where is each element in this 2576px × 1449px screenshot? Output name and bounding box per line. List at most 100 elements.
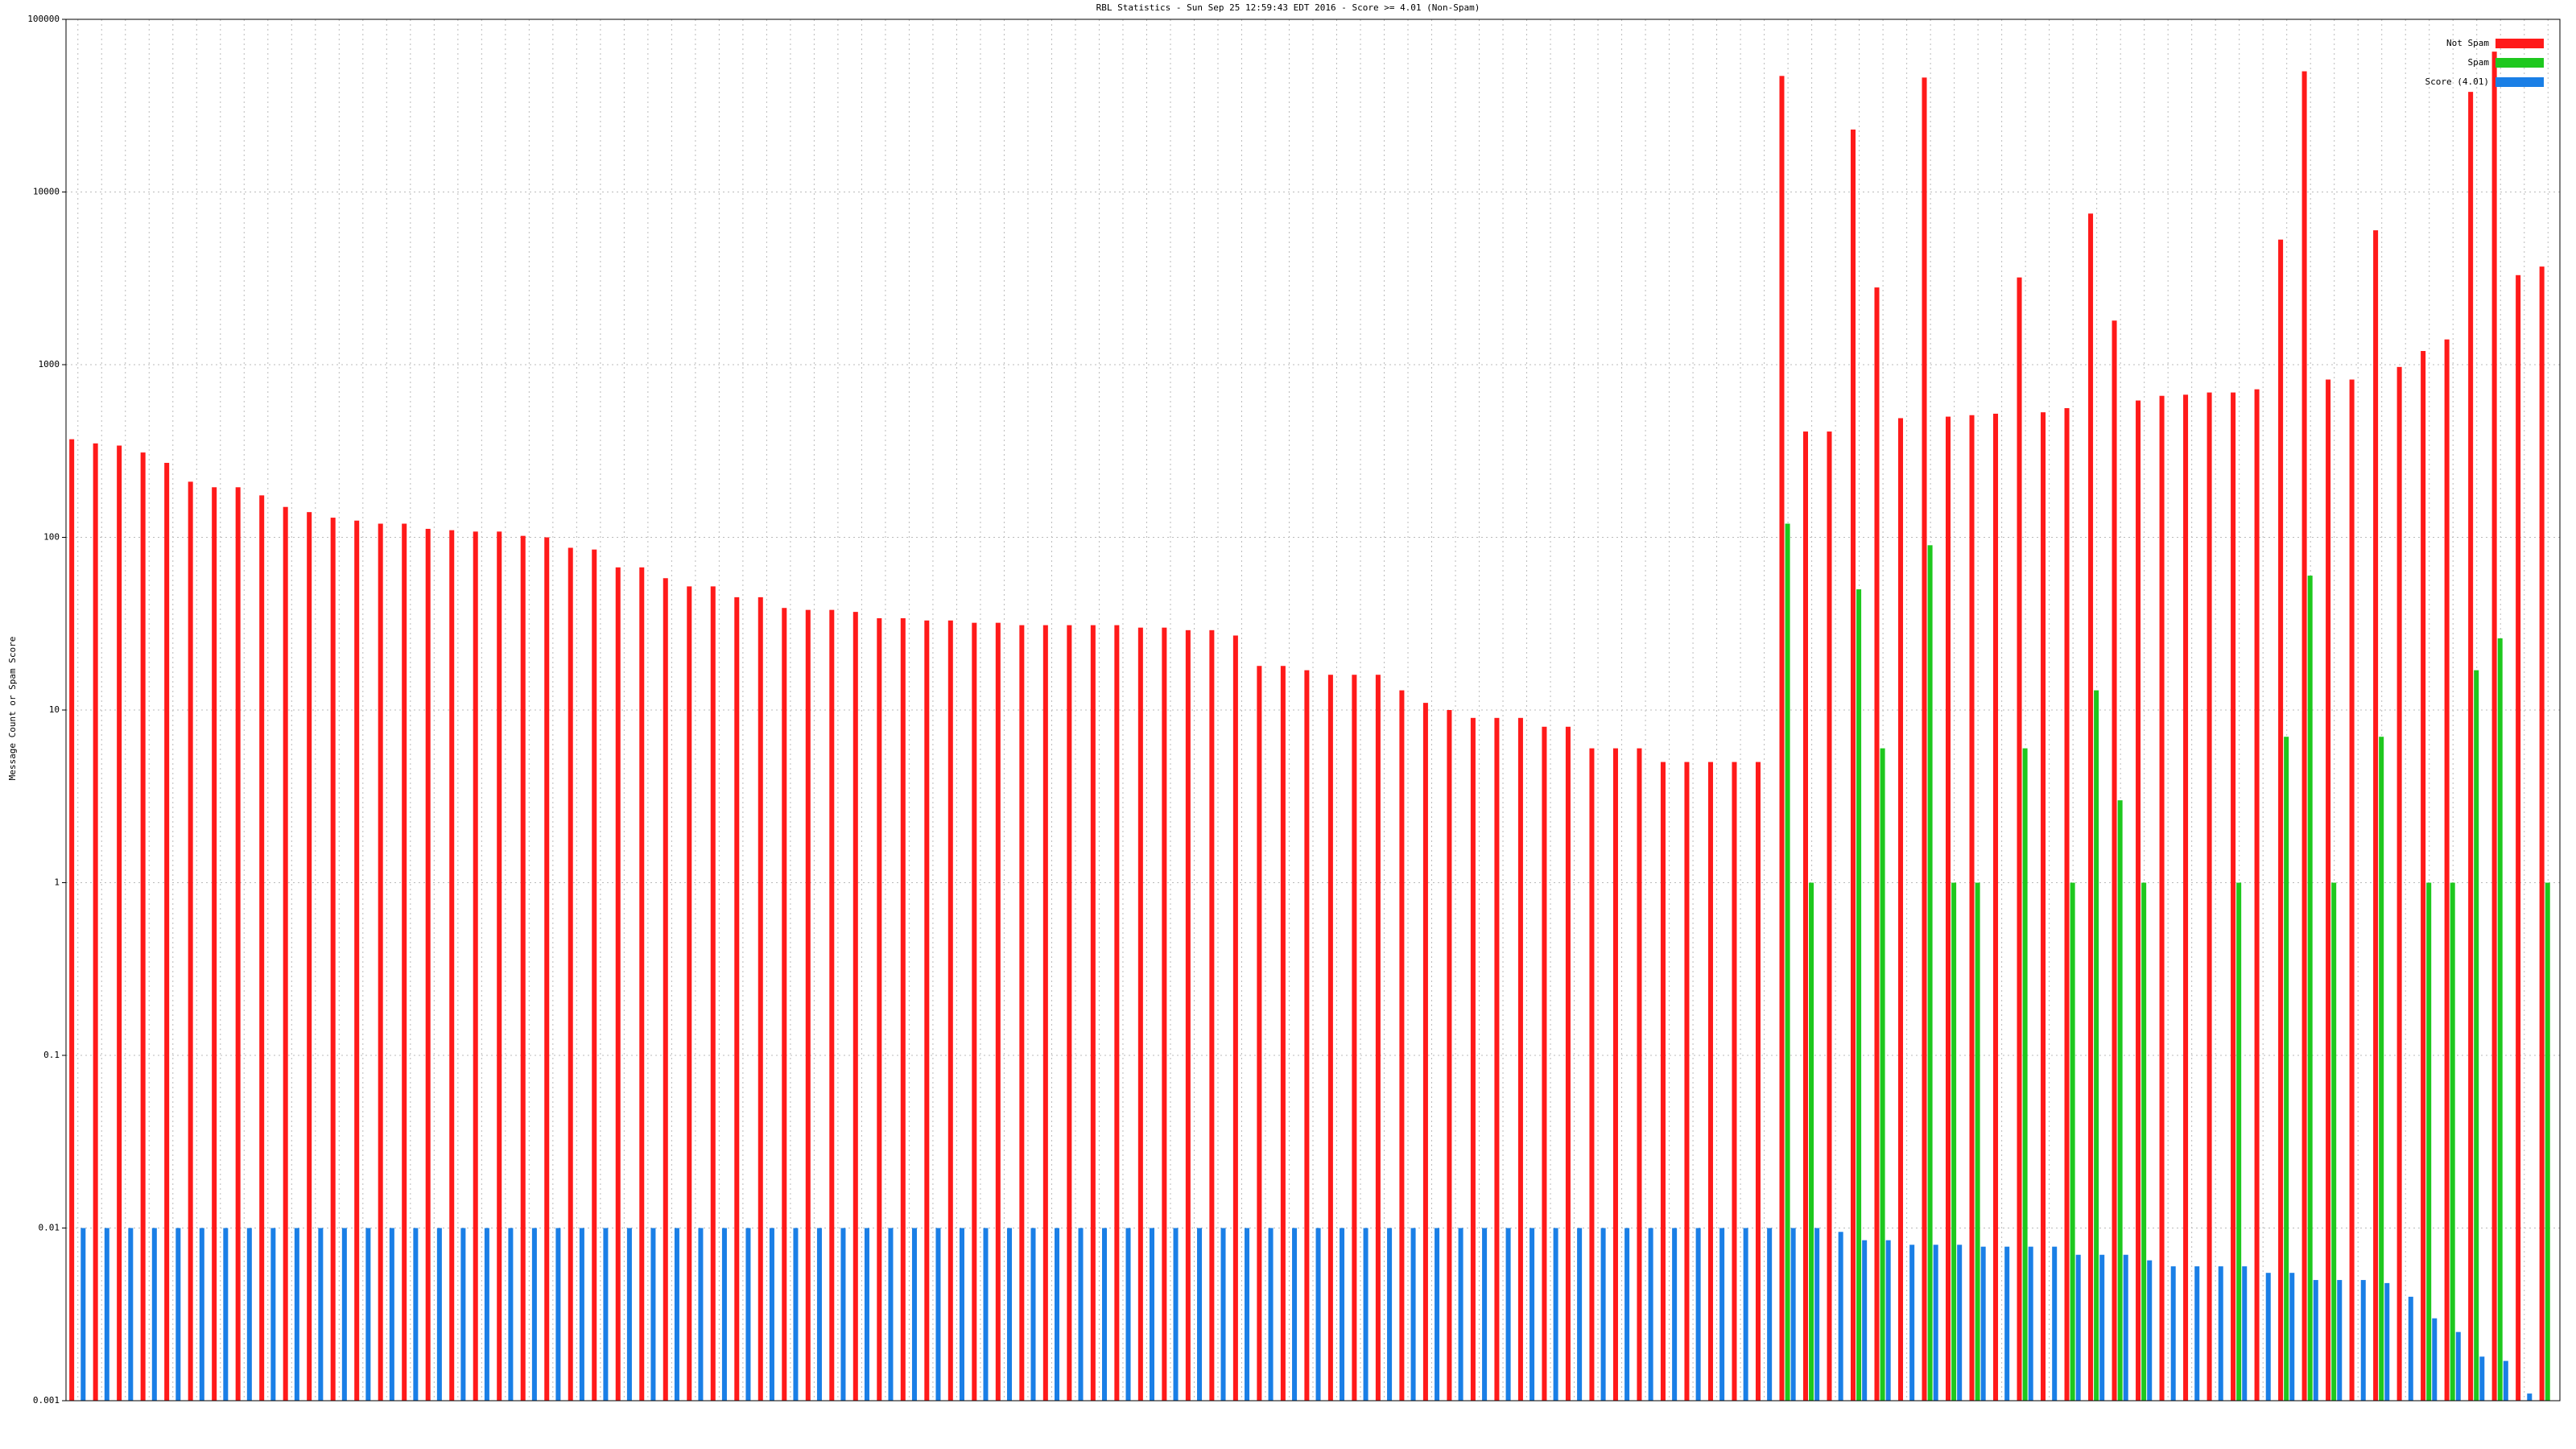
bar [1422, 703, 1428, 1401]
bar [2307, 576, 2313, 1401]
bar [235, 487, 241, 1401]
legend-swatch [2496, 58, 2544, 68]
bar [1707, 762, 1713, 1401]
bar [2236, 882, 2242, 1401]
bar [2231, 392, 2236, 1401]
bar [911, 1228, 917, 1401]
bar [2284, 737, 2289, 1401]
bar [2070, 882, 2075, 1401]
bar [1185, 630, 1191, 1401]
bar [1790, 1228, 1796, 1401]
bar [2064, 408, 2070, 1401]
bar [2331, 882, 2337, 1401]
bar [389, 1228, 394, 1401]
bar [1980, 1246, 1986, 1401]
bar [1162, 627, 1167, 1401]
bar [1933, 1245, 1938, 1401]
bar [223, 1228, 229, 1401]
bar [947, 620, 953, 1401]
chart-title: RBL Statistics - Sun Sep 25 12:59:43 EDT… [1096, 2, 1480, 13]
bar [1505, 1228, 1511, 1401]
bar [1078, 1228, 1084, 1401]
y-tick-label: 10 [49, 704, 60, 715]
bar [983, 1228, 989, 1401]
bar [852, 612, 858, 1401]
y-tick-label: 0.001 [33, 1395, 60, 1406]
bar [2455, 1331, 2461, 1401]
bar [1245, 1228, 1250, 1401]
bar [1612, 748, 1618, 1401]
bar [745, 1228, 751, 1401]
bar [1517, 717, 1523, 1401]
bar [449, 530, 455, 1401]
bar [1732, 762, 1737, 1401]
bar [1054, 1228, 1060, 1401]
bar [1856, 589, 1862, 1401]
bar [959, 1228, 964, 1401]
bar [2159, 395, 2165, 1402]
y-tick-label: 0.01 [39, 1223, 60, 1233]
bar [164, 462, 170, 1402]
bar [2004, 1246, 2010, 1401]
bar [1482, 1228, 1488, 1401]
bar [2516, 275, 2521, 1401]
bar [829, 609, 835, 1401]
bar [1577, 1228, 1583, 1401]
bar [805, 609, 811, 1401]
bar [2254, 389, 2260, 1401]
bar [2421, 351, 2426, 1401]
y-tick-label: 100000 [27, 14, 60, 24]
bar [2503, 1360, 2508, 1401]
bar [2123, 1254, 2128, 1401]
bar [2349, 379, 2355, 1401]
bar [1363, 1228, 1368, 1401]
bar [212, 487, 217, 1401]
bar [436, 1228, 442, 1401]
bar [1542, 726, 1547, 1401]
bar [1447, 710, 1452, 1401]
bar [1553, 1228, 1558, 1401]
bar [639, 567, 645, 1402]
bar [531, 1228, 537, 1401]
bar [2207, 392, 2212, 1401]
bar [508, 1228, 514, 1401]
bar [972, 622, 977, 1401]
bar [1458, 1228, 1463, 1401]
bar [734, 597, 740, 1401]
bar [1672, 1228, 1678, 1401]
bar [2022, 748, 2028, 1401]
bar [1387, 1228, 1393, 1401]
bar [2527, 1393, 2533, 1401]
bar [1197, 1228, 1203, 1401]
bar [1951, 882, 1957, 1401]
bar [1530, 1228, 1535, 1401]
bar [1257, 666, 1262, 1401]
bar [484, 1228, 489, 1401]
bar [793, 1228, 799, 1401]
bar [1695, 1228, 1701, 1401]
bar [698, 1228, 704, 1401]
bar [1827, 431, 1832, 1401]
bar [1114, 625, 1120, 1401]
bar [1927, 545, 1933, 1402]
bar [2326, 379, 2331, 1401]
bar [650, 1228, 656, 1401]
bar [816, 1228, 822, 1401]
bar [199, 1228, 204, 1401]
bar [2491, 52, 2497, 1401]
bar [1327, 675, 1333, 1401]
y-tick-label: 100 [43, 532, 60, 543]
bar [425, 528, 431, 1401]
bar [1624, 1228, 1630, 1401]
bar [1209, 630, 1215, 1401]
bar [2408, 1296, 2413, 1401]
bar [270, 1228, 276, 1401]
bar [2426, 882, 2432, 1401]
bar [2075, 1254, 2081, 1401]
bar [2474, 670, 2479, 1401]
bar [674, 1228, 679, 1401]
bar [1743, 1228, 1748, 1401]
bar [935, 1228, 941, 1401]
bar [1785, 523, 1790, 1401]
bar [2396, 366, 2402, 1402]
